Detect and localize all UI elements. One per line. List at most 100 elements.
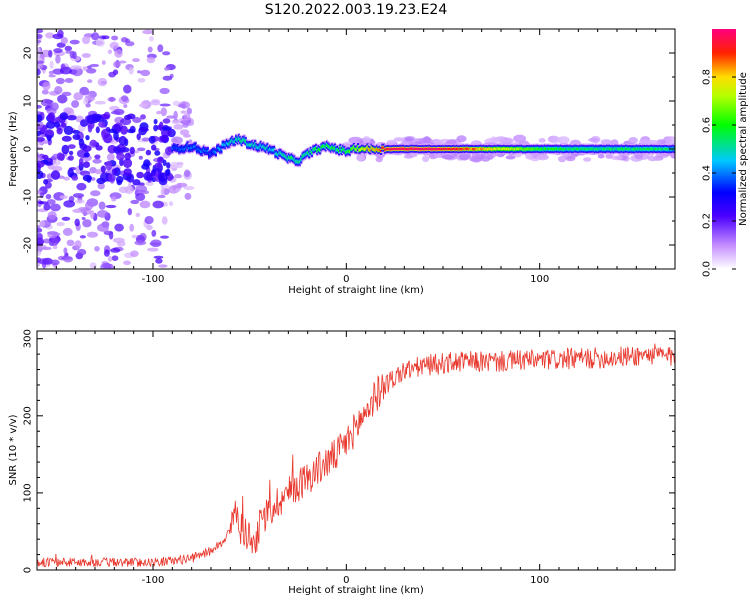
spectrogram-noise-blob <box>85 201 93 210</box>
spectrogram-noise-blob <box>123 85 131 94</box>
spectrogram-core-blob <box>73 134 81 140</box>
spectrogram-noise-blob <box>145 216 154 224</box>
spectrogram-halo-blob <box>481 157 490 162</box>
spectrogram-noise-blob <box>142 30 154 34</box>
spectrogram-noise-blob <box>47 231 58 238</box>
spectrogram-core-blob <box>154 151 160 156</box>
spectrogram-core-blob <box>106 161 113 171</box>
spectrogram-noise-blob <box>147 57 155 63</box>
spectrogram-noise-blob <box>157 44 163 52</box>
spectrogram-core-blob <box>51 170 60 180</box>
spectrogram-noise-blob <box>42 247 52 250</box>
spectrogram-noise-blob <box>65 78 74 83</box>
spectrogram-noise-blob <box>57 30 64 38</box>
spectrogram-noise-blob <box>111 196 117 201</box>
snr-x-tick-label: -100 <box>142 575 165 586</box>
spectrogram-noise-blob <box>60 195 68 199</box>
spectrogram-halo-blob <box>422 156 429 162</box>
spectrogram-noise-blob <box>99 202 106 210</box>
spectrogram-core-blob <box>130 126 136 133</box>
spectrogram-x-label: Height of straight line (km) <box>288 285 424 296</box>
spectrogram-core-blob <box>166 162 170 168</box>
spectrogram-noise-blob <box>95 101 106 105</box>
spectrogram-noise-blob <box>132 235 138 238</box>
spectrogram-noise-blob <box>82 36 90 44</box>
spectrogram-noise-blob <box>184 170 190 178</box>
spectrogram-core-blob <box>69 151 73 155</box>
spectrogram-noise-blob <box>43 204 50 211</box>
spectrogram-noise-blob <box>162 51 170 55</box>
colorbar-tick-label: 0.6 <box>702 117 713 133</box>
spectrogram-core-blob <box>112 168 118 175</box>
spectrogram-noise-blob <box>71 100 79 108</box>
spectrogram-core-blob <box>103 133 112 143</box>
spectrogram-noise-blob <box>55 55 60 64</box>
spectrogram-noise-blob <box>121 95 128 101</box>
spectrogram-noise-blob <box>180 120 191 124</box>
spectrogram-noise-blob <box>35 47 41 50</box>
spectrogram-core-blob <box>54 121 60 127</box>
spectrogram-core-blob <box>68 155 74 161</box>
spectrogram-noise-blob <box>75 200 85 204</box>
spectrogram-noise-blob <box>184 186 195 190</box>
spectrogram-noise-blob <box>136 213 141 217</box>
spectrogram-core-blob <box>132 179 140 185</box>
spectrogram-core-blob <box>96 126 100 133</box>
spectrogram-noise-blob <box>62 92 72 96</box>
spectrogram-core-blob <box>85 135 89 140</box>
spectrogram-noise-blob <box>119 187 129 194</box>
snr-x-label: Height of straight line (km) <box>288 585 424 596</box>
colorbar-tick-label: 0.8 <box>702 69 713 85</box>
spectrogram-core-blob <box>146 150 151 156</box>
colorbar-tick-label: 0.2 <box>702 213 713 229</box>
snr-y-tick-label: 300 <box>23 329 34 348</box>
spectrogram-noise-blob <box>155 258 162 263</box>
spectrogram-core-blob <box>140 114 146 119</box>
spectrogram-noise-blob <box>76 183 86 191</box>
spectrogram-noise-blob <box>102 35 110 39</box>
spectrogram-noise-blob <box>111 111 120 115</box>
spectrogram-noise-blob <box>53 48 62 53</box>
spectrogram-noise-blob <box>49 61 53 69</box>
spectrogram-noise-blob <box>63 200 75 207</box>
spectrogram-noise-blob <box>151 230 156 237</box>
spectrogram-noise-blob <box>111 36 118 41</box>
spectrogram-noise-blob <box>87 232 98 238</box>
spectrogram-core-blob <box>143 172 152 181</box>
spectrogram-noise-blob <box>48 50 52 58</box>
spectrogram-halo-blob <box>557 136 569 144</box>
spectrogram-noise-blob <box>57 222 65 226</box>
spectrogram-noise-blob <box>153 201 164 209</box>
spectrogram-noise-blob <box>129 67 134 75</box>
spectrogram-noise-blob <box>110 248 120 253</box>
spectrogram-noise-blob <box>138 78 146 83</box>
spectrogram-noise-blob <box>169 201 173 206</box>
spectrogram-noise-blob <box>63 247 67 254</box>
spectrogram-noise-blob <box>128 208 132 215</box>
spectrogram-core-blob <box>96 145 103 150</box>
spectrogram-core-blob <box>124 115 132 120</box>
spectrogram-halo-blob <box>611 155 623 160</box>
spectrogram-noise-blob <box>75 219 80 227</box>
spectrogram-noise-blob <box>112 255 119 261</box>
spectrogram-core-blob <box>62 136 72 142</box>
spectrogram-core-blob <box>151 145 156 151</box>
spectrogram-noise-blob <box>70 51 75 59</box>
spectrogram-core-blob <box>88 124 93 132</box>
spectrogram-core-blob <box>120 126 128 135</box>
spectrogram-noise-blob <box>90 210 95 218</box>
spectrogram-noise-blob <box>154 256 164 259</box>
spectrogram-noise-blob <box>108 256 113 262</box>
spectrogram-core-blob <box>87 176 92 183</box>
spectrogram-halo-blob <box>639 139 651 144</box>
spectrogram-core-blob <box>45 130 53 136</box>
spectrogram-core-blob <box>166 169 171 176</box>
spectrogram-y-tick-label: -20 <box>23 237 34 253</box>
spectrogram-noise-blob <box>92 159 101 164</box>
spectrogram-halo-blob <box>558 156 566 162</box>
spectrogram-noise-blob <box>77 249 86 256</box>
spectrogram-noise-blob <box>33 105 42 109</box>
spectrogram-core-blob <box>79 158 84 166</box>
spectrogram-core-blob <box>60 112 69 120</box>
spectrogram-noise-blob <box>107 153 115 161</box>
